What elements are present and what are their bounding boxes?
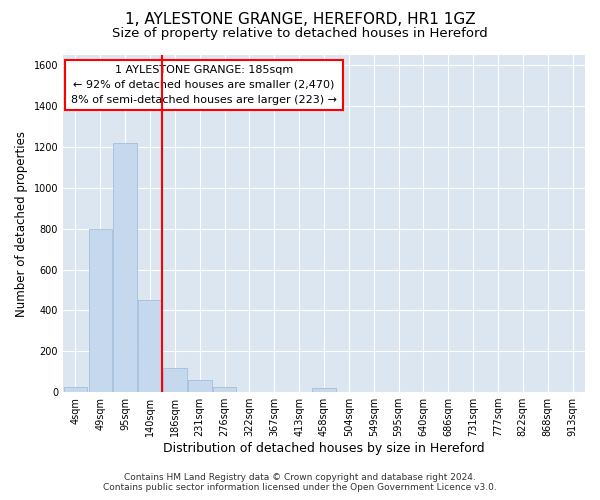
Y-axis label: Number of detached properties: Number of detached properties [15,130,28,316]
Bar [188,380,212,392]
Text: 1 AYLESTONE GRANGE: 185sqm
← 92% of detached houses are smaller (2,470)
8% of se: 1 AYLESTONE GRANGE: 185sqm ← 92% of deta… [71,65,337,104]
Bar [138,300,162,392]
Bar [64,387,87,392]
X-axis label: Distribution of detached houses by size in Hereford: Distribution of detached houses by size … [163,442,485,455]
Bar [163,368,187,392]
Bar [213,387,236,392]
Text: 1, AYLESTONE GRANGE, HEREFORD, HR1 1GZ: 1, AYLESTONE GRANGE, HEREFORD, HR1 1GZ [125,12,475,28]
Bar [312,388,336,392]
Bar [89,228,112,392]
Text: Size of property relative to detached houses in Hereford: Size of property relative to detached ho… [112,28,488,40]
Text: Contains HM Land Registry data © Crown copyright and database right 2024.
Contai: Contains HM Land Registry data © Crown c… [103,473,497,492]
Bar [113,143,137,392]
